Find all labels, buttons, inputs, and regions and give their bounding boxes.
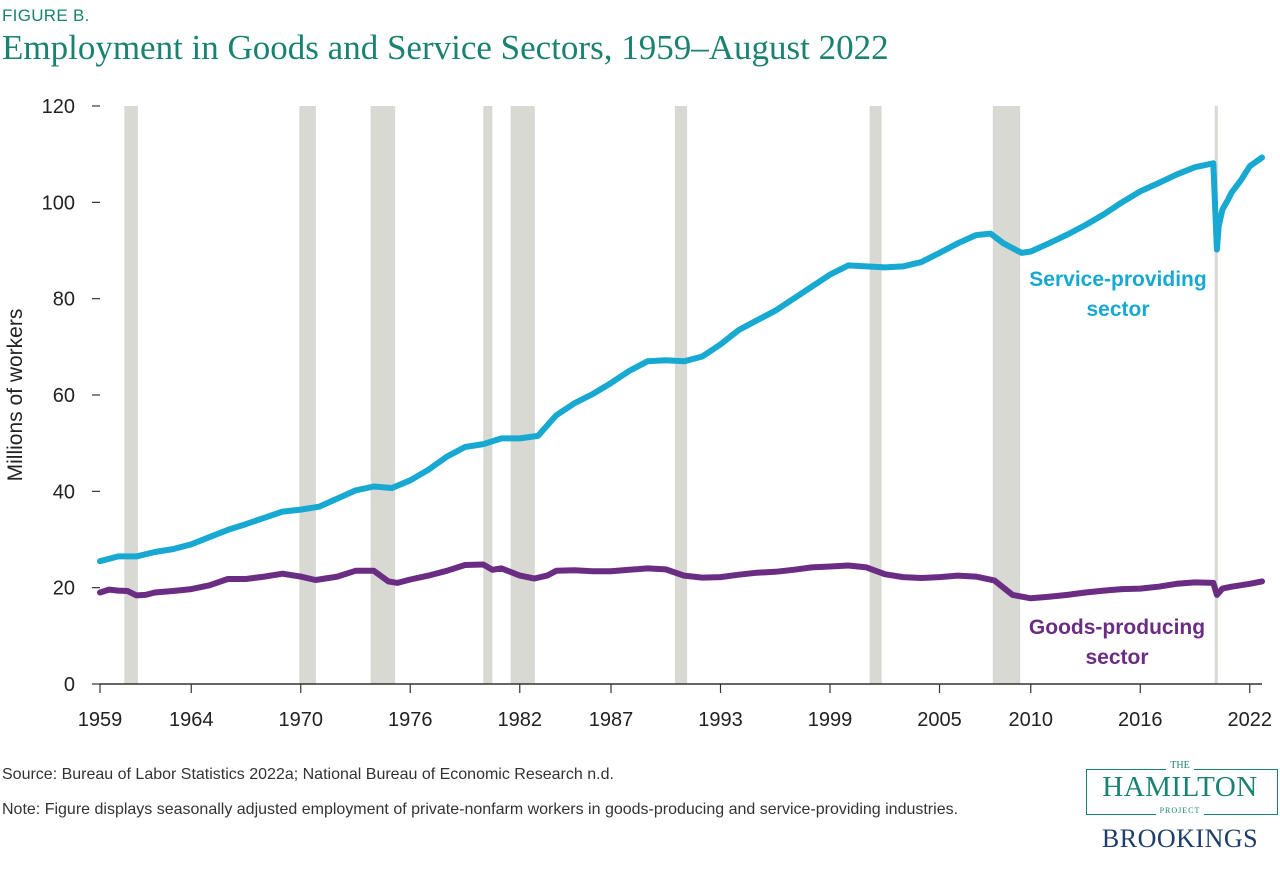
service-providing-line	[97, 154, 1265, 565]
service-sector-label-line: Service-providing	[1029, 268, 1206, 291]
chart-series	[97, 154, 1265, 602]
x-tick-label: 1964	[169, 709, 214, 731]
recession-band	[124, 106, 138, 684]
x-tick-label: 1959	[78, 709, 123, 731]
logo-hamilton: HAMILTON	[1102, 771, 1258, 803]
recession-band	[510, 106, 535, 684]
recession-band	[674, 106, 688, 684]
goods-sector-label: Goods-producing sector	[1029, 616, 1205, 669]
y-tick-label: 80	[53, 289, 75, 311]
series-labels: Service-providing sector Goods-producing se…	[1029, 268, 1207, 669]
x-tick-label: 2005	[917, 709, 962, 731]
chart-axes: 0 20 40 60 80 100 120 1959 1964 1970 1976 1982 1987 1…	[4, 96, 1272, 731]
x-tick-label: 2010	[1009, 709, 1054, 731]
x-tick-label: 2022	[1228, 709, 1273, 731]
y-tick-label: 120	[42, 96, 75, 118]
y-tick-label: 60	[53, 385, 75, 407]
recession-bands	[124, 106, 1218, 684]
x-tick-label: 1982	[498, 709, 543, 731]
x-tick-label: 1999	[808, 709, 853, 731]
service-sector-label: Service-providing sector	[1029, 268, 1206, 321]
recession-band	[869, 106, 882, 684]
logo-the: THE	[1082, 760, 1278, 771]
x-tick-label: 1970	[279, 709, 324, 731]
service-sector-label-line: sector	[1086, 298, 1149, 321]
logo-brookings: BROOKINGS	[1101, 824, 1259, 853]
source-note: Source: Bureau of Labor Statistics 2022a…	[2, 766, 614, 783]
y-tick-label: 20	[53, 578, 75, 600]
employment-chart: 0 20 40 60 80 100 120 1959 1964 1970 1976 1982 1987 1…	[4, 96, 1272, 731]
x-tick-label: 2016	[1118, 709, 1163, 731]
hamilton-brookings-logo: THE HAMILTON PROJECT BROOKINGS	[1082, 760, 1278, 866]
goods-sector-label-line: sector	[1085, 646, 1148, 669]
logo-project: PROJECT	[1082, 806, 1278, 815]
goods-sector-label-line: Goods-producing	[1029, 616, 1205, 639]
y-tick-label: 0	[64, 674, 75, 696]
goods-producing-line	[97, 561, 1265, 602]
recession-band	[370, 106, 396, 684]
y-tick-label: 40	[53, 481, 75, 503]
x-tick-label: 1987	[589, 709, 634, 731]
y-axis-label: Millions of workers	[4, 309, 27, 482]
y-tick-label: 100	[42, 192, 75, 214]
figure-note: Note: Figure displays seasonally adjuste…	[2, 801, 959, 818]
recession-band	[483, 106, 493, 684]
recession-band	[299, 106, 316, 684]
recession-band	[1214, 106, 1218, 684]
chart-title: Employment in Goods and Service Sectors,…	[2, 28, 889, 67]
x-tick-label: 1976	[388, 709, 433, 731]
figure-label: FIGURE B.	[2, 6, 90, 25]
x-tick-label: 1993	[698, 709, 743, 731]
